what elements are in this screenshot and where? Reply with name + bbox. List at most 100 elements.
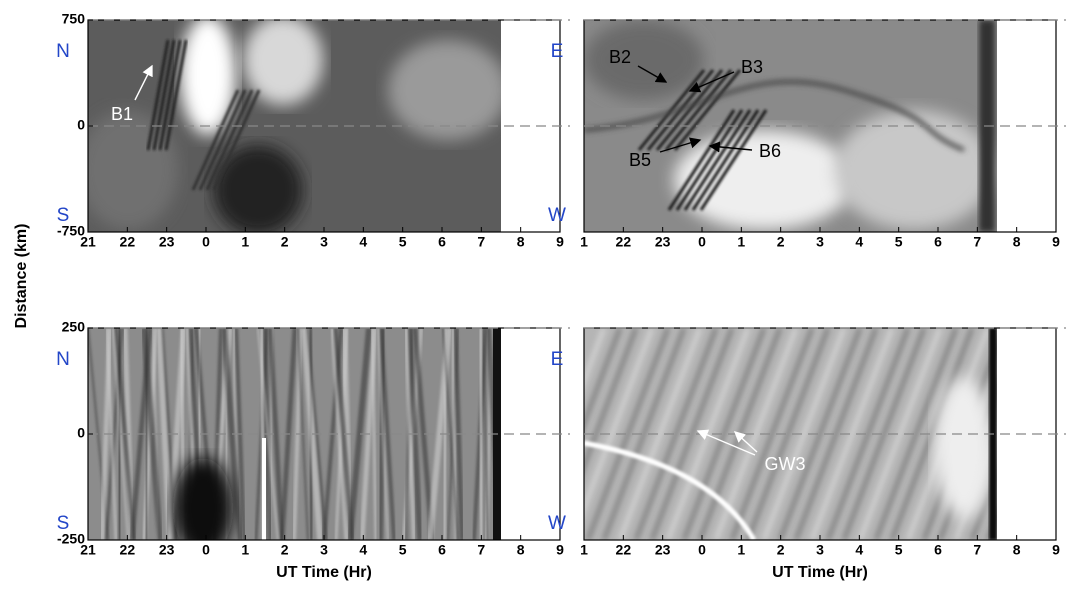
- stripe: [842, 328, 926, 540]
- annotation: B1: [111, 104, 133, 124]
- x-tick-label: 6: [934, 234, 942, 250]
- x-tick-label: 4: [855, 542, 863, 558]
- x-tick-label: 5: [399, 542, 407, 558]
- x-tick-label: 1: [241, 234, 249, 250]
- x-tick-label: 22: [120, 542, 136, 558]
- x-tick-label: 4: [855, 234, 863, 250]
- stripe: [584, 328, 622, 430]
- stripe: [699, 109, 768, 211]
- streak: [379, 328, 396, 540]
- direction-label: W: [548, 205, 566, 226]
- x-tick-label: 7: [973, 542, 981, 558]
- x-tick-label: 7: [477, 542, 485, 558]
- x-tick-label: 0: [202, 542, 210, 558]
- x-tick-label: 23: [655, 234, 671, 250]
- x-tick-label: 8: [1013, 234, 1021, 250]
- blob: [213, 145, 303, 232]
- stripe: [164, 39, 188, 151]
- direction-label: S: [57, 513, 70, 534]
- x-tick-label: 0: [698, 542, 706, 558]
- x-tick-label: 21: [80, 542, 96, 558]
- x-tick-label: 1: [580, 234, 588, 250]
- streak: [347, 328, 372, 540]
- x-tick-label: 22: [616, 234, 632, 250]
- stripe: [584, 328, 638, 472]
- x-tick-label: 3: [320, 234, 328, 250]
- x-tick-label: 7: [477, 234, 485, 250]
- annotation: B5: [629, 150, 651, 170]
- annotation-arrow: [696, 429, 756, 456]
- stripe: [874, 328, 958, 540]
- stripe: [714, 328, 798, 540]
- y-tick-label: 0: [77, 425, 85, 441]
- x-tick-label: 4: [359, 542, 367, 558]
- x-tick-label: 4: [359, 234, 367, 250]
- streak: [330, 328, 348, 540]
- x-tick-label: 23: [655, 542, 671, 558]
- blob: [388, 40, 501, 140]
- x-tick-label: 8: [517, 542, 525, 558]
- stripe: [810, 328, 894, 540]
- stripe: [746, 328, 830, 540]
- stripe: [205, 89, 254, 191]
- arc: [584, 79, 965, 152]
- stripe: [890, 328, 974, 540]
- x-tick-label: 21: [80, 234, 96, 250]
- stripe: [191, 89, 240, 191]
- blob: [243, 20, 323, 105]
- streak: [332, 328, 355, 540]
- direction-label: E: [551, 349, 564, 370]
- y-axis-label: Distance (km): [13, 224, 30, 329]
- blob: [180, 20, 236, 135]
- stripe: [584, 328, 654, 514]
- x-tick-label: 23: [159, 542, 175, 558]
- direction-label: N: [56, 41, 70, 62]
- stripe: [682, 328, 766, 540]
- stripe: [762, 328, 846, 540]
- stripe: [198, 89, 247, 191]
- streak: [442, 328, 459, 540]
- streak: [482, 328, 489, 540]
- streak: [412, 328, 435, 540]
- x-tick-label: 9: [556, 542, 564, 558]
- y-tick-label: 0: [77, 117, 85, 133]
- streak: [156, 328, 173, 540]
- stripe: [675, 109, 744, 211]
- annotation-arrow: [637, 65, 668, 83]
- x-tick-label: 2: [777, 234, 785, 250]
- arc: [584, 440, 757, 540]
- direction-label: E: [551, 41, 564, 62]
- x-tick-label: 8: [1013, 542, 1021, 558]
- y-tick-label: -250: [57, 531, 85, 547]
- x-tick-label: 6: [438, 234, 446, 250]
- x-tick-label: 9: [1052, 542, 1060, 558]
- blob: [173, 458, 233, 540]
- x-tick-label: 5: [895, 234, 903, 250]
- annotation-arrow: [733, 431, 758, 453]
- y-tick-label: 250: [62, 319, 86, 335]
- annotation-arrow: [134, 64, 153, 101]
- x-tick-label: 5: [399, 234, 407, 250]
- bright: [262, 438, 266, 540]
- direction-label: W: [548, 513, 566, 534]
- annotation-arrow: [688, 71, 735, 93]
- x-tick-label: 9: [556, 234, 564, 250]
- x-tick-label: 2: [777, 542, 785, 558]
- x-tick-label: 2: [281, 542, 289, 558]
- x-tick-label: 6: [934, 542, 942, 558]
- x-tick-label: 1: [241, 542, 249, 558]
- x-axis-label: UT Time (Hr): [276, 564, 372, 581]
- x-tick-label: 1: [737, 542, 745, 558]
- x-tick-label: 6: [438, 542, 446, 558]
- y-tick-label: 750: [62, 11, 86, 27]
- x-tick-label: 22: [120, 234, 136, 250]
- stripe: [602, 328, 686, 540]
- stripe: [778, 328, 862, 540]
- blob: [934, 378, 994, 518]
- annotation: B6: [759, 141, 781, 161]
- x-tick-label: 1: [737, 234, 745, 250]
- annotation: B2: [609, 47, 631, 67]
- keogram-image: [88, 20, 501, 232]
- x-tick-label: 0: [698, 234, 706, 250]
- annotation: B3: [741, 57, 763, 77]
